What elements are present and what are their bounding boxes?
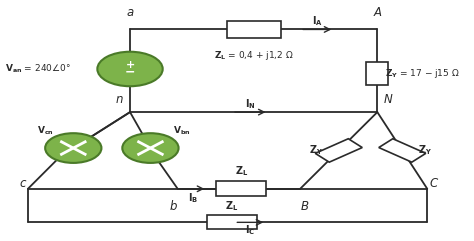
Polygon shape [379,139,426,162]
Text: B: B [301,200,309,213]
Text: b: b [169,200,177,213]
Circle shape [122,133,179,163]
Text: c: c [19,178,26,190]
Text: +: + [126,60,135,70]
Bar [227,21,281,38]
Bar [366,62,388,85]
Text: n: n [116,93,123,106]
Text: C: C [429,178,438,190]
Text: $\mathbf{V_{an}}$ = 240∠0°: $\mathbf{V_{an}}$ = 240∠0° [5,63,71,75]
Bar [207,215,257,229]
Circle shape [45,133,101,163]
Polygon shape [315,139,362,162]
Text: N: N [384,93,393,106]
Text: $\mathbf{Z_L}$: $\mathbf{Z_L}$ [235,165,248,179]
Text: $\mathbf{V_{cn}}$: $\mathbf{V_{cn}}$ [37,125,54,137]
Bar [216,181,266,196]
Text: $\mathbf{Z_Y}$ = 17 − j15 Ω: $\mathbf{Z_Y}$ = 17 − j15 Ω [385,67,460,80]
Text: $\mathbf{Z_Y}$: $\mathbf{Z_Y}$ [418,144,432,157]
Circle shape [97,52,163,86]
Text: $\mathbf{I_A}$: $\mathbf{I_A}$ [312,14,323,28]
Text: −: − [125,66,135,79]
Text: $\mathbf{V_{bn}}$: $\mathbf{V_{bn}}$ [173,125,191,137]
Text: $\mathbf{Z_L}$: $\mathbf{Z_L}$ [226,199,239,213]
Text: $\mathbf{Z_L}$ = 0,4 + j1,2 Ω: $\mathbf{Z_L}$ = 0,4 + j1,2 Ω [214,49,294,62]
Text: a: a [127,6,134,19]
Text: $\mathbf{I_B}$: $\mathbf{I_B}$ [188,191,199,205]
Text: A: A [374,6,381,19]
Text: $\mathbf{I_C}$: $\mathbf{I_C}$ [245,223,255,237]
Text: $\mathbf{I_N}$: $\mathbf{I_N}$ [245,97,255,111]
Text: $\mathbf{Z_Y}$: $\mathbf{Z_Y}$ [309,144,323,157]
